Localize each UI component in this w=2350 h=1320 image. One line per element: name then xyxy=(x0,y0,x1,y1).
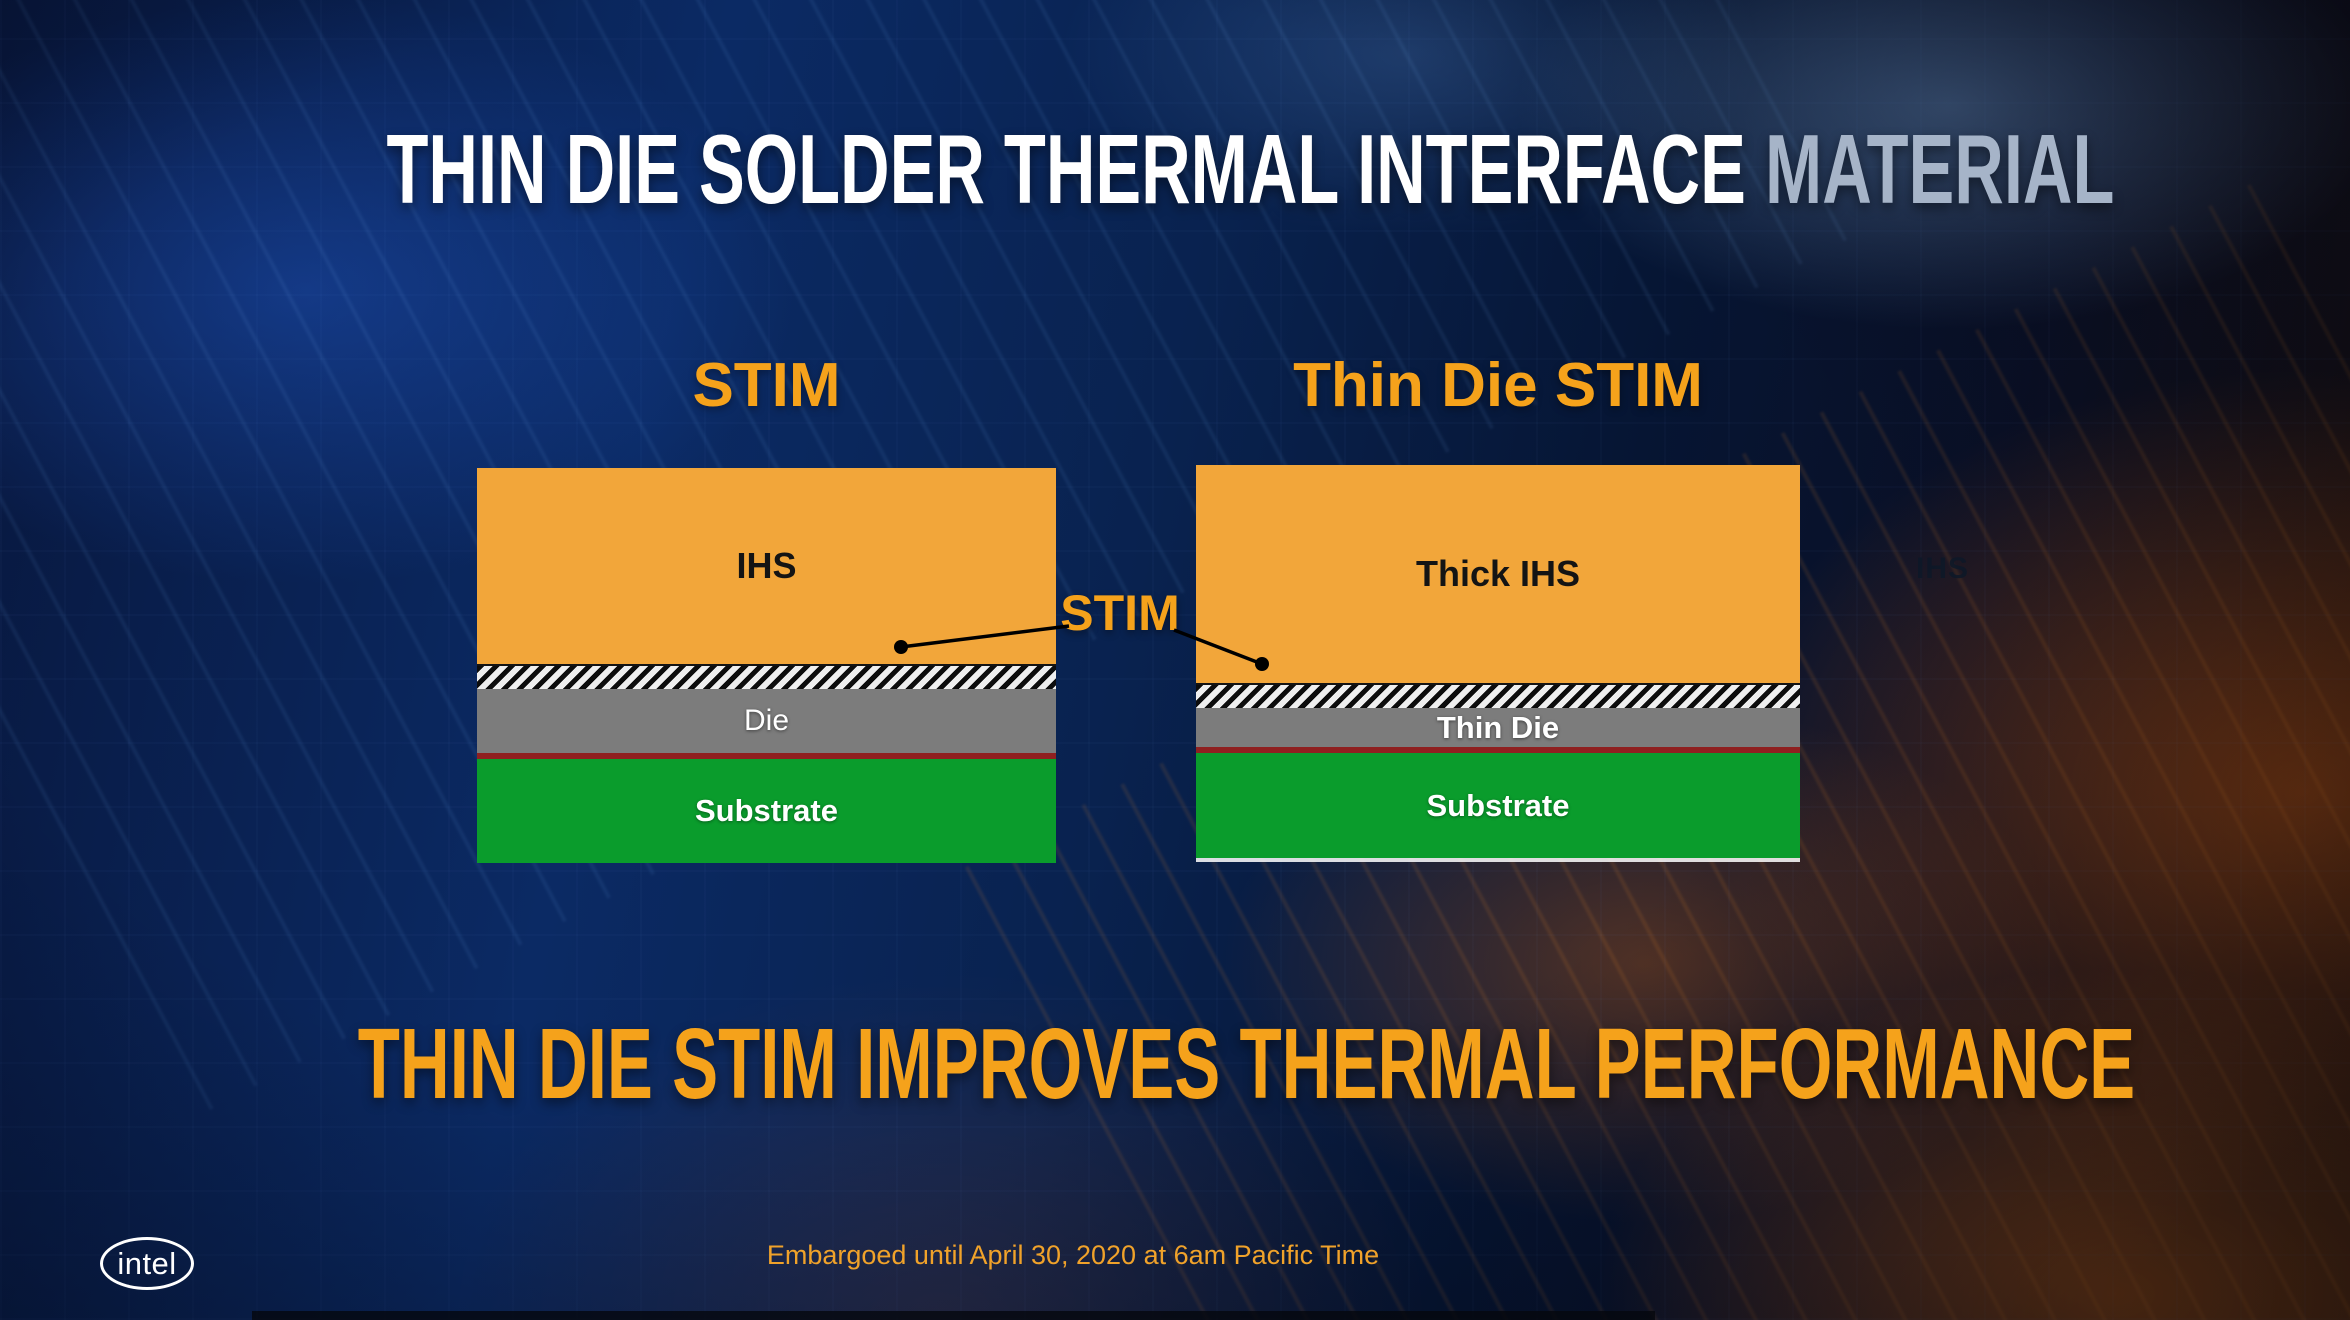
die-attach-line xyxy=(1196,747,1800,753)
stim-callout-label: STIM xyxy=(1060,585,1180,641)
slide-title: THIN DIE SOLDER THERMAL INTERFACE MATERIA… xyxy=(387,118,2115,221)
intel-logo: intel xyxy=(100,1237,194,1290)
thin-die-stim-diagram-heading: Thin Die STIM xyxy=(1293,351,1703,420)
slide-title-material: MATERIAL xyxy=(1765,114,2115,224)
die-attach-line xyxy=(477,753,1056,759)
slide-title-main: THIN DIE SOLDER THERMAL INTERFACE xyxy=(386,114,1746,224)
headline: THIN DIE STIM IMPROVES THERMAL PERFORMAN… xyxy=(357,1008,2136,1120)
stim-solder-layer xyxy=(477,664,1056,689)
substrate-block: Substrate xyxy=(477,759,1056,863)
die-block: Die xyxy=(477,689,1056,753)
bottom-dark-strip xyxy=(252,1311,1655,1320)
thin-die-stim-diagram: Thick IHS Thin Die Substrate xyxy=(1196,465,1800,862)
stim-solder-layer xyxy=(1196,683,1800,708)
substrate-label: Substrate xyxy=(1426,787,1570,823)
thick-ihs-block: Thick IHS xyxy=(1196,465,1800,683)
background-ghost-ihs-label: IHS xyxy=(1916,552,1970,585)
ihs-label: IHS xyxy=(736,545,797,586)
substrate-label: Substrate xyxy=(695,793,838,828)
thin-die-block: Thin Die xyxy=(1196,708,1800,747)
stim-diagram: IHS Die Substrate xyxy=(477,468,1056,863)
embargo-notice: Embargoed until April 30, 2020 at 6am Pa… xyxy=(766,1240,1380,1270)
thin-die-label: Thin Die xyxy=(1436,709,1560,745)
die-label: Die xyxy=(743,704,789,737)
stim-diagram-heading: STIM xyxy=(692,351,841,420)
substrate-block: Substrate xyxy=(1196,753,1800,858)
ihs-block: IHS xyxy=(477,468,1056,664)
thick-ihs-label: Thick IHS xyxy=(1415,553,1581,594)
intel-logo-text: intel xyxy=(117,1245,177,1281)
